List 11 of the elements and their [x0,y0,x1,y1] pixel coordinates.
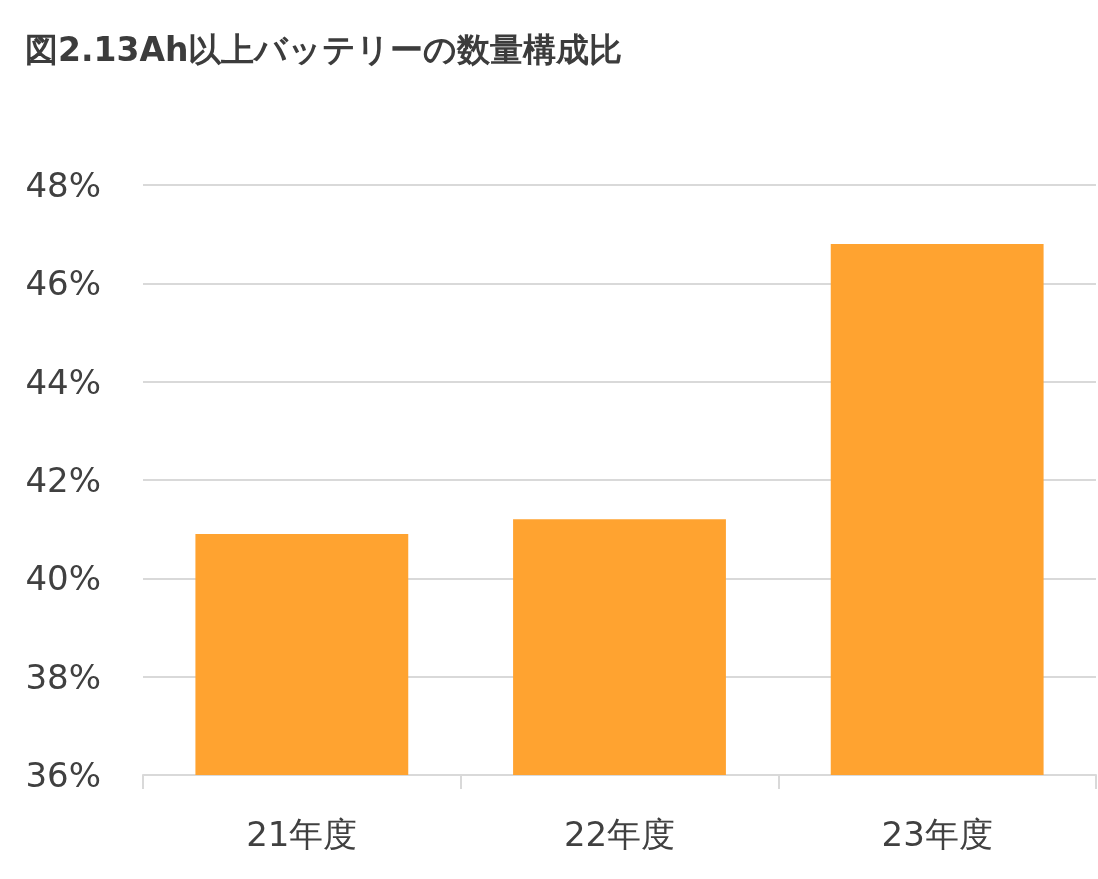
y-tick-label: 38% [25,656,101,697]
x-tick-label: 23年度 [881,814,993,854]
y-tick-label: 48% [25,165,101,205]
chart-title: 図2.13Ah以上バッテリーの数量構成比 [25,30,623,69]
x-tick-label: 22年度 [563,814,676,854]
y-tick-label: 46% [25,263,101,304]
y-tick-label: 36% [25,755,101,795]
y-tick-label: 40% [25,558,101,599]
y-tick-label: 44% [25,361,101,402]
x-tick-label: 21年度 [246,814,358,854]
y-tick-label: 42% [25,460,101,500]
